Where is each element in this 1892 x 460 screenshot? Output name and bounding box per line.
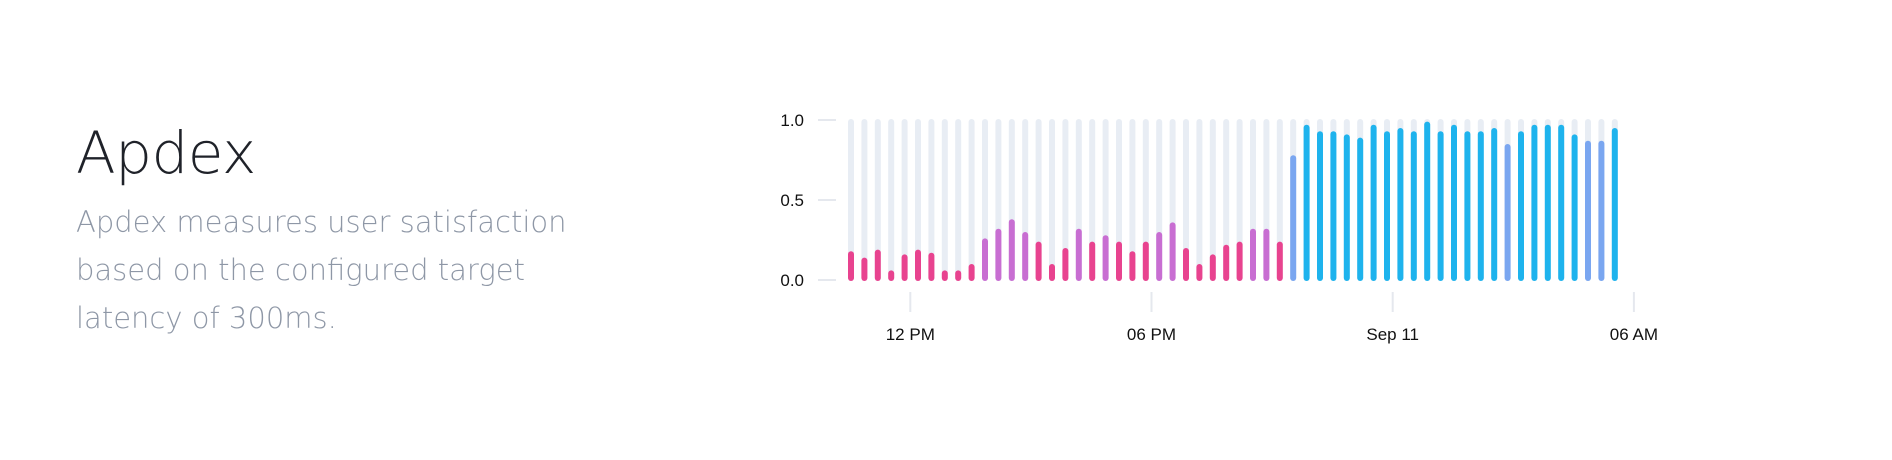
- bar-track: [888, 119, 895, 281]
- bar[interactable]: [1437, 131, 1444, 281]
- bar[interactable]: [861, 257, 868, 281]
- bar[interactable]: [1035, 241, 1042, 281]
- bar[interactable]: [888, 270, 895, 281]
- bar[interactable]: [995, 228, 1002, 281]
- bar[interactable]: [1129, 251, 1136, 281]
- bar-track: [1062, 119, 1069, 281]
- y-tick-label: 0.0: [780, 271, 804, 290]
- bar[interactable]: [1585, 140, 1591, 281]
- bar[interactable]: [928, 252, 935, 281]
- bar[interactable]: [1558, 124, 1565, 281]
- bar[interactable]: [1049, 264, 1055, 281]
- apdex-bar-chart: 1.0 0.5 0.0 12 PM 06 PM Sep 11 06 AM: [780, 111, 1658, 344]
- bar-track: [941, 119, 948, 281]
- page-title: Apdex: [76, 119, 256, 187]
- bar[interactable]: [1008, 219, 1015, 281]
- bar[interactable]: [1116, 241, 1122, 281]
- x-tick-label: 06 AM: [1610, 325, 1658, 344]
- bar-track: [874, 119, 881, 281]
- bar-track: [1089, 119, 1096, 281]
- bar[interactable]: [1611, 128, 1618, 281]
- y-tick-label: 1.0: [780, 111, 804, 130]
- bar[interactable]: [1250, 228, 1256, 281]
- bar[interactable]: [1357, 137, 1364, 281]
- bar[interactable]: [1223, 244, 1230, 281]
- y-axis: 1.0 0.5 0.0: [780, 111, 836, 290]
- bar[interactable]: [1571, 134, 1578, 281]
- bar-track: [1236, 119, 1243, 281]
- bar[interactable]: [1451, 124, 1457, 281]
- bar[interactable]: [1075, 228, 1082, 281]
- bar-track: [955, 119, 962, 281]
- bar[interactable]: [1464, 131, 1471, 281]
- bar[interactable]: [1022, 232, 1029, 281]
- bar[interactable]: [1062, 248, 1069, 281]
- bar[interactable]: [848, 251, 854, 281]
- bar[interactable]: [1263, 228, 1270, 281]
- bar[interactable]: [1169, 222, 1176, 281]
- bar[interactable]: [1089, 241, 1096, 281]
- bar-track: [1049, 119, 1055, 281]
- bar[interactable]: [1491, 128, 1498, 281]
- apdex-info: Apdex Apdex measures user satisfaction b…: [76, 118, 596, 342]
- bar[interactable]: [1276, 241, 1283, 281]
- bar-track: [1276, 119, 1283, 281]
- bar-track: [848, 119, 854, 281]
- bar-track: [1209, 119, 1216, 281]
- bars: [848, 119, 1618, 281]
- bar-track: [1116, 119, 1122, 281]
- bar-track: [1142, 119, 1149, 281]
- bar[interactable]: [955, 270, 962, 281]
- bar[interactable]: [874, 249, 881, 281]
- bar[interactable]: [1196, 264, 1203, 281]
- x-tick-label: Sep 11: [1366, 325, 1419, 344]
- bar[interactable]: [941, 270, 948, 281]
- bar[interactable]: [1598, 140, 1605, 281]
- bar[interactable]: [1142, 241, 1149, 281]
- x-axis: 12 PM 06 PM Sep 11 06 AM: [886, 292, 1658, 344]
- bar[interactable]: [1303, 124, 1310, 281]
- bar[interactable]: [1397, 128, 1404, 281]
- y-tick-label: 0.5: [780, 191, 804, 210]
- bar-track: [1183, 119, 1189, 281]
- bar[interactable]: [1518, 131, 1524, 281]
- bar[interactable]: [1290, 155, 1297, 281]
- bar[interactable]: [1330, 131, 1337, 281]
- bar[interactable]: [968, 264, 975, 281]
- bar[interactable]: [1504, 144, 1511, 281]
- bar[interactable]: [1384, 131, 1390, 281]
- x-tick-label: 12 PM: [886, 325, 935, 344]
- bar-track: [968, 119, 975, 281]
- bar[interactable]: [1370, 124, 1377, 281]
- bar[interactable]: [1317, 131, 1323, 281]
- bar[interactable]: [1410, 131, 1417, 281]
- page-description: Apdex measures user satisfaction based o…: [76, 205, 567, 335]
- bar[interactable]: [982, 238, 988, 281]
- bar[interactable]: [1531, 124, 1538, 281]
- bar[interactable]: [901, 254, 908, 281]
- x-tick-label: 06 PM: [1127, 325, 1176, 344]
- bar[interactable]: [1544, 124, 1551, 281]
- bar-track: [901, 119, 908, 281]
- bar[interactable]: [1102, 235, 1109, 281]
- bar-track: [1196, 119, 1203, 281]
- bar[interactable]: [1209, 254, 1216, 281]
- bar[interactable]: [1424, 121, 1431, 281]
- bar[interactable]: [1477, 131, 1484, 281]
- bar-track: [861, 119, 868, 281]
- bar[interactable]: [1236, 241, 1243, 281]
- apdex-chart: 1.0 0.5 0.0 12 PM 06 PM Sep 11 06 AM: [760, 90, 1840, 375]
- bar-track: [1035, 119, 1042, 281]
- bar-track: [915, 119, 921, 281]
- bar-track: [1223, 119, 1230, 281]
- bar[interactable]: [1156, 232, 1163, 281]
- bar-track: [1129, 119, 1136, 281]
- bar[interactable]: [1343, 134, 1350, 281]
- bar[interactable]: [915, 249, 921, 281]
- bar-track: [928, 119, 935, 281]
- bar[interactable]: [1183, 248, 1189, 281]
